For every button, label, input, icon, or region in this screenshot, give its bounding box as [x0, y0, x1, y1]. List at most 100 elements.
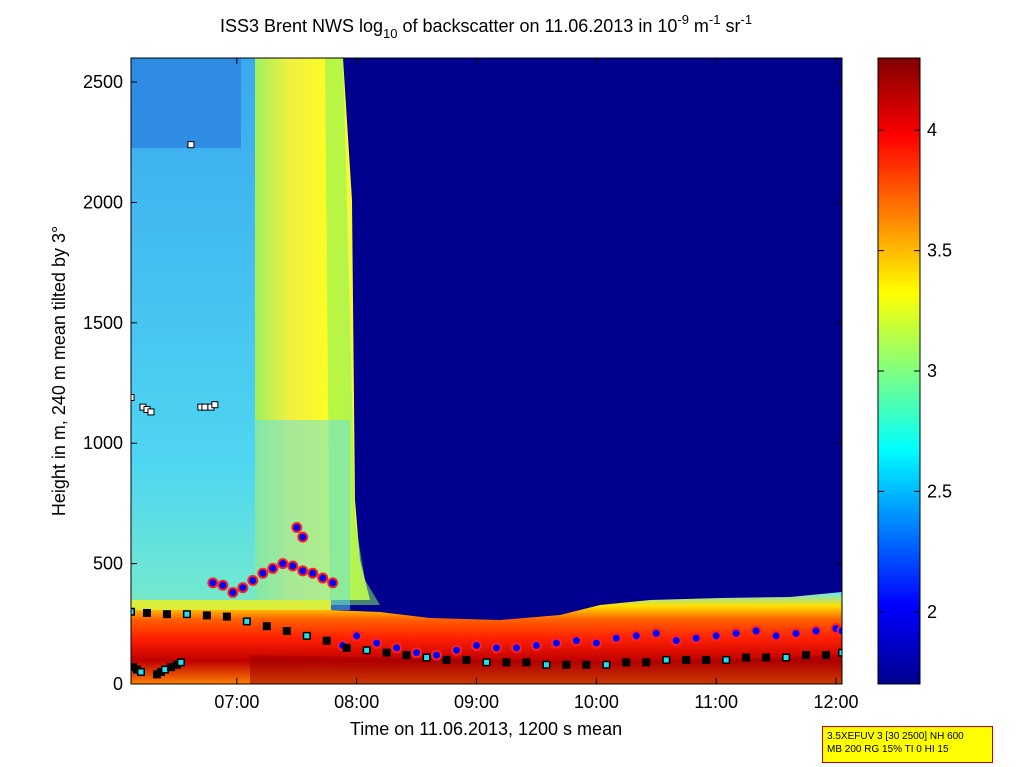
- series-square-markers: [131, 607, 842, 679]
- square-marker-cyan: [783, 655, 789, 661]
- circle-marker: [471, 639, 483, 651]
- square-marker-cyan: [184, 611, 190, 617]
- square-marker-cyan: [364, 647, 370, 653]
- square-marker-cyan: [304, 633, 310, 639]
- circle-marker: [291, 522, 303, 533]
- circle-marker: [351, 630, 363, 642]
- x-tick-label: 08:00: [334, 692, 379, 712]
- circle-marker: [317, 572, 329, 584]
- heatmap-plot-area: [131, 58, 842, 684]
- y-tick-label: 500: [93, 554, 123, 574]
- circle-marker: [257, 567, 269, 579]
- region-dark-red-band: [250, 655, 842, 684]
- region-early-hours-layer: [131, 58, 271, 684]
- square-marker: [342, 643, 351, 652]
- settings-info-box: 3.5XEFUV 3 [30 2500] NH 600 MB 200 RG 15…: [822, 726, 993, 763]
- colorbar-tick-label: 3: [927, 361, 937, 381]
- x-tick-label: 07:00: [214, 692, 259, 712]
- square-marker: [702, 655, 711, 664]
- square-marker: [642, 658, 651, 667]
- square-marker: [162, 610, 171, 619]
- x-tick-label: 10:00: [574, 692, 619, 712]
- circle-marker: [371, 637, 383, 649]
- circle-marker: [307, 567, 319, 579]
- white-square-marker: [201, 403, 209, 411]
- square-marker-cyan: [138, 669, 144, 675]
- circle-marker: [247, 574, 259, 586]
- y-tick-label: 2500: [83, 72, 123, 92]
- circle-marker: [277, 558, 289, 570]
- circle-marker: [770, 630, 782, 642]
- colorbar-tick-label: 2: [927, 602, 937, 622]
- square-marker: [522, 658, 531, 667]
- x-axis: 07:00 08:00 09:00 10:00 11:00 12:00: [214, 58, 859, 712]
- white-square-marker: [211, 401, 219, 409]
- circle-marker: [207, 577, 219, 589]
- circle-marker: [267, 562, 279, 574]
- circle-marker: [650, 627, 662, 639]
- circle-marker: [237, 582, 249, 594]
- square-marker: [402, 651, 411, 660]
- y-axis-label: Height in m, 240 m mean tilted by 3°: [49, 226, 69, 516]
- square-marker: [322, 636, 331, 645]
- colorbar-axis: 2 2.5 3 3.5 4: [878, 120, 952, 622]
- circle-marker: [287, 560, 299, 572]
- chart-title: ISS3 Brent NWS log10 of backscatter on 1…: [220, 12, 752, 41]
- region-early-hours-upper-blue: [131, 58, 241, 148]
- info-line-1: 3.5XEFUV 3 [30 2500] NH 600: [827, 731, 964, 742]
- square-marker: [262, 622, 271, 631]
- circle-marker: [836, 625, 842, 637]
- white-square-marker: [147, 408, 155, 416]
- square-marker: [742, 653, 751, 662]
- square-marker-cyan: [131, 609, 134, 615]
- square-marker: [382, 648, 391, 657]
- square-marker: [562, 660, 571, 669]
- circle-marker: [670, 635, 682, 647]
- white-square-marker: [131, 393, 135, 401]
- circle-marker: [550, 637, 562, 649]
- circle-marker: [750, 625, 762, 637]
- x-tick-label: 12:00: [813, 692, 858, 712]
- square-marker: [222, 612, 231, 621]
- circle-marker: [297, 531, 309, 543]
- square-marker: [822, 651, 831, 660]
- x-axis-label: Time on 11.06.2013, 1200 s mean: [350, 719, 622, 739]
- square-marker-cyan: [484, 659, 489, 665]
- y-tick-label: 2000: [83, 192, 123, 212]
- circle-marker: [227, 587, 239, 599]
- circle-marker: [391, 642, 403, 654]
- series-circle-markers: [207, 522, 842, 661]
- circle-marker: [327, 577, 339, 589]
- plot-frame: [130, 57, 843, 685]
- square-marker: [502, 658, 511, 667]
- circle-marker: [810, 625, 822, 637]
- circle-marker: [730, 627, 742, 639]
- circle-marker: [610, 632, 622, 644]
- y-tick-label: 0: [113, 674, 123, 694]
- info-line-2: MB 200 RG 15% TI 0 HI 15: [827, 744, 949, 755]
- colorbar-tick-label: 2.5: [927, 481, 952, 501]
- circle-marker: [710, 630, 722, 642]
- circle-marker: [297, 565, 309, 577]
- square-marker: [802, 651, 811, 660]
- square-marker: [202, 611, 211, 620]
- square-marker-cyan: [244, 618, 250, 624]
- square-marker: [622, 658, 631, 667]
- square-marker-cyan: [603, 662, 609, 668]
- square-marker: [462, 655, 471, 664]
- white-square-marker: [187, 141, 195, 149]
- square-marker: [282, 627, 291, 636]
- square-marker: [682, 655, 691, 664]
- colorbar-tick-label: 3.5: [927, 241, 952, 261]
- square-marker: [582, 660, 591, 669]
- series-white-markers: [131, 141, 219, 416]
- square-marker-cyan: [162, 667, 168, 673]
- colorbar-tick-label: 4: [927, 120, 937, 140]
- circle-marker: [510, 642, 522, 654]
- circle-marker: [590, 637, 602, 649]
- square-marker-cyan: [663, 657, 669, 663]
- square-marker: [762, 653, 771, 662]
- square-marker-cyan: [839, 650, 842, 656]
- y-tick-label: 1000: [83, 433, 123, 453]
